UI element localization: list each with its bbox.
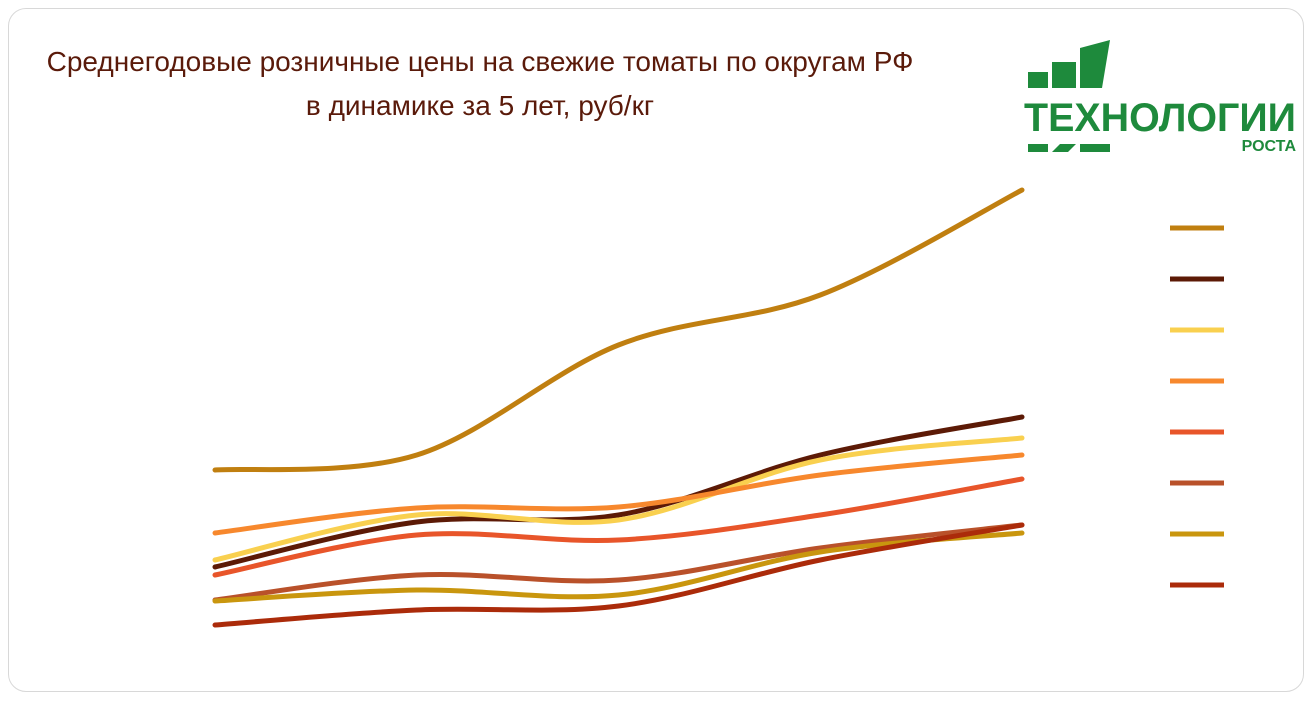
series-line: [212, 476, 1025, 578]
logo-block: [1080, 40, 1110, 88]
logo-block: [1028, 72, 1048, 88]
series-line: [212, 522, 1025, 628]
chart-title: Среднегодовые розничные цены на свежие т…: [46, 46, 914, 121]
series-line: [212, 530, 1025, 604]
logo-subtext: РОСТА: [1242, 138, 1297, 155]
logo-block: [1028, 144, 1048, 152]
logo-block: [1052, 144, 1076, 152]
series-line: [212, 452, 1025, 536]
logo-text: ТЕХНОЛОГИИ: [1024, 96, 1296, 140]
series-line: [212, 522, 1025, 603]
series-line: [212, 187, 1025, 473]
card: [8, 8, 1304, 692]
logo-block: [1080, 144, 1110, 152]
series-line: [212, 414, 1025, 570]
series-line: [212, 435, 1025, 563]
logo-block: [1052, 62, 1076, 88]
logo: ТЕХНОЛОГИИ РОСТА: [1024, 40, 1296, 155]
